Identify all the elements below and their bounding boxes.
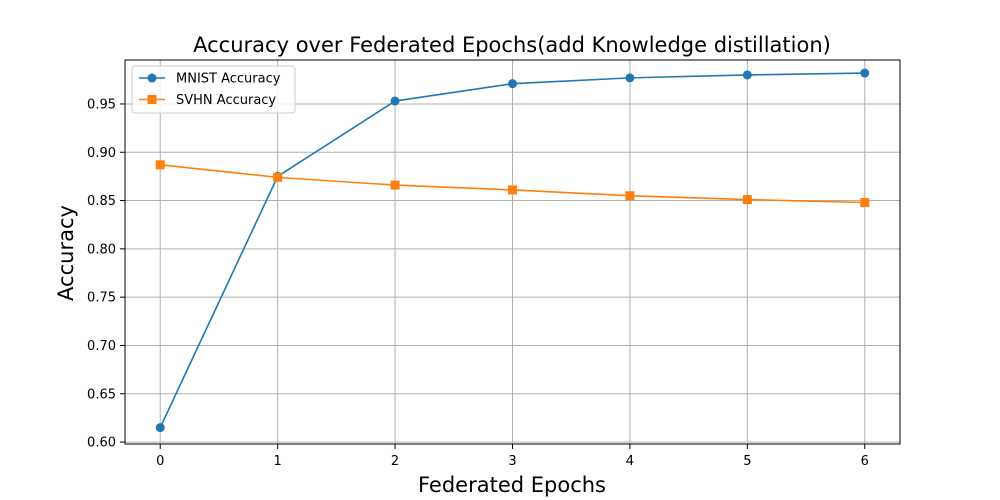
x-tick-label: 2 [391, 454, 399, 469]
legend-box [131, 65, 296, 114]
grid [125, 60, 900, 444]
x-tick-label: 6 [861, 454, 869, 469]
data-point [390, 180, 400, 190]
data-point [742, 195, 752, 205]
plot-area [155, 68, 870, 433]
chart-title: Accuracy over Federated Epochs(add Knowl… [193, 33, 831, 57]
data-point [508, 185, 517, 195]
legend-marker [147, 73, 157, 83]
y-tick-label: 0.85 [87, 194, 116, 209]
legend: MNIST Accuracy SVHN Accuracy [131, 65, 296, 114]
y-tick-label: 0.75 [87, 291, 116, 306]
legend-marker [147, 95, 157, 104]
y-tick-label: 0.70 [87, 339, 116, 354]
y-tick-label: 0.65 [87, 387, 116, 402]
data-point [860, 68, 870, 78]
legend-label: MNIST Accuracy [176, 72, 281, 87]
data-point [860, 197, 870, 207]
y-tick-label: 0.95 [87, 97, 116, 112]
x-tick-label: 5 [743, 454, 751, 469]
x-tick-label: 4 [626, 454, 634, 469]
data-point [390, 96, 400, 106]
y-axis: 0.60 0.65 0.70 0.75 0.80 0.85 0.90 0.95 [87, 97, 125, 451]
x-tick-label: 0 [156, 454, 164, 469]
y-tick-label: 0.90 [87, 146, 116, 161]
y-tick-label: 0.80 [87, 242, 116, 257]
data-point [742, 70, 752, 80]
legend-label: SVHN Accuracy [176, 93, 276, 108]
data-point [625, 191, 635, 201]
data-point [155, 423, 165, 433]
x-axis: 0 1 2 3 4 5 6 [156, 444, 869, 469]
data-point [625, 73, 635, 83]
y-tick-label: 0.60 [87, 436, 116, 451]
data-point [155, 160, 165, 170]
x-tick-label: 3 [508, 454, 516, 469]
y-axis-label: Accuracy [54, 205, 78, 301]
x-axis-label: Federated Epochs [418, 473, 606, 497]
x-tick-label: 1 [274, 454, 282, 469]
data-point [508, 79, 517, 89]
data-point [273, 172, 283, 182]
